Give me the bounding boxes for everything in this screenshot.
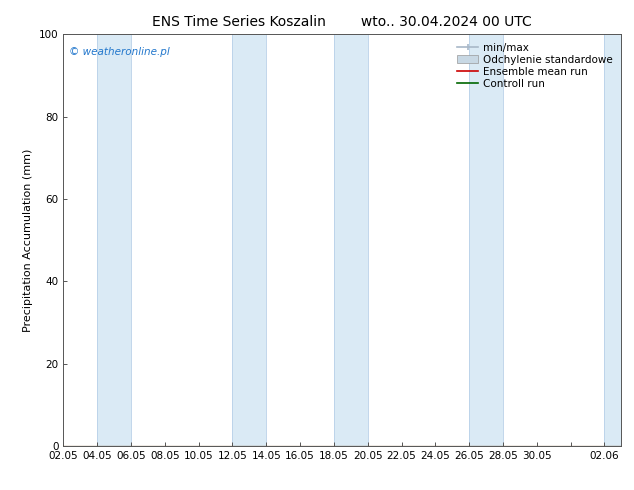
Bar bbox=[233, 34, 266, 446]
Title: ENS Time Series Koszalin        wto.. 30.04.2024 00 UTC: ENS Time Series Koszalin wto.. 30.04.202… bbox=[153, 15, 532, 29]
Legend: min/max, Odchylenie standardowe, Ensemble mean run, Controll run: min/max, Odchylenie standardowe, Ensembl… bbox=[454, 40, 616, 92]
Bar bbox=[334, 34, 368, 446]
Y-axis label: Precipitation Accumulation (mm): Precipitation Accumulation (mm) bbox=[23, 148, 34, 332]
Bar bbox=[469, 34, 503, 446]
Bar bbox=[97, 34, 131, 446]
Text: © weatheronline.pl: © weatheronline.pl bbox=[69, 47, 170, 57]
Bar bbox=[604, 34, 634, 446]
